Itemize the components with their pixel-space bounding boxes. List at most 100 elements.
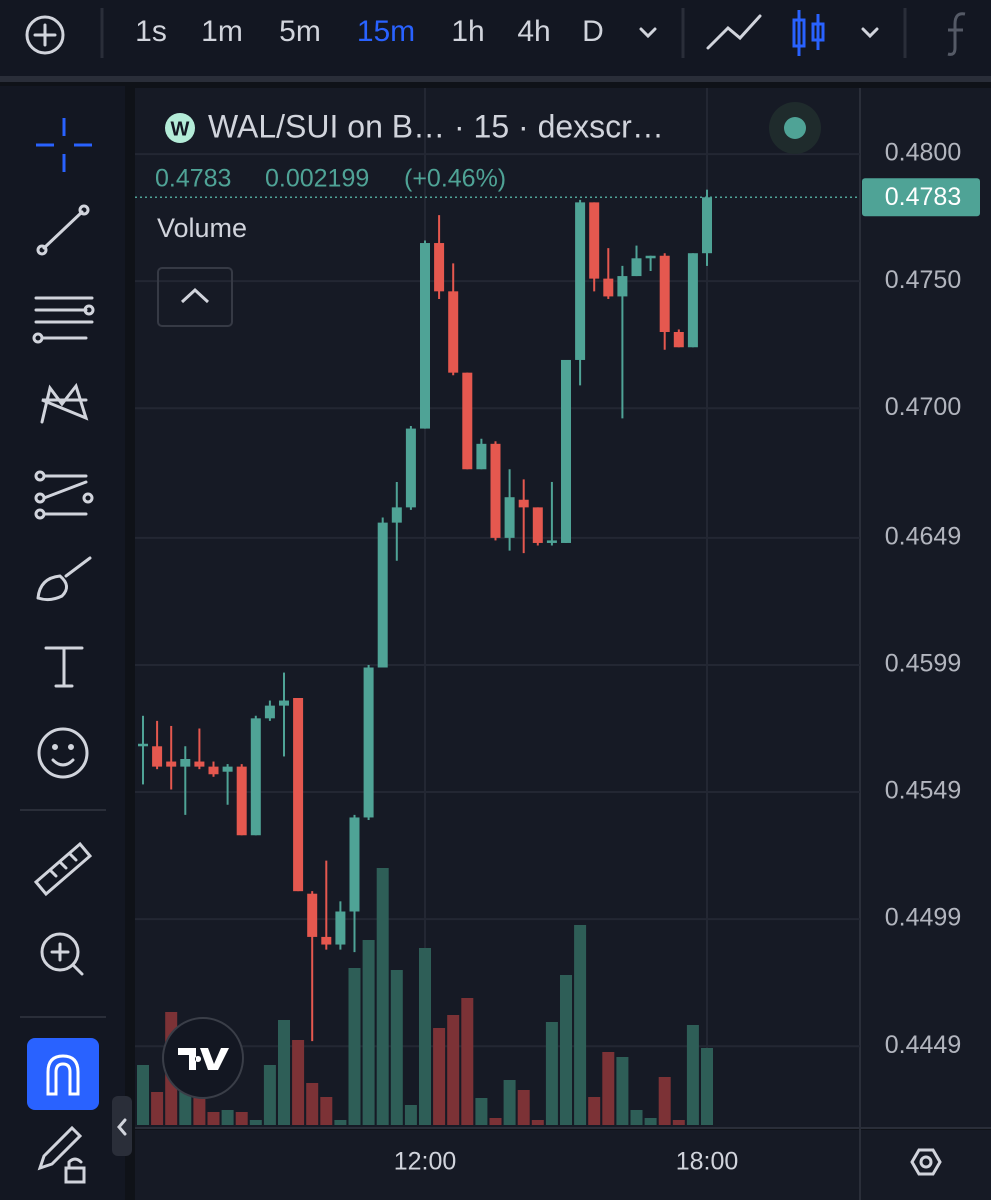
volume-bar: [419, 948, 431, 1125]
volume-bar: [320, 1097, 333, 1125]
candle-chart-icon[interactable]: [792, 10, 825, 56]
volume-bar: [545, 1022, 558, 1125]
last-price-tag-label: 0.4783: [885, 183, 961, 211]
line-chart-icon[interactable]: [706, 14, 762, 50]
candle-body: [208, 766, 219, 775]
volume-bar: [235, 1112, 248, 1125]
chart-pane: [135, 88, 860, 1128]
emoji-icon[interactable]: [37, 727, 89, 779]
price-axis: [860, 88, 991, 1128]
candle-body: [603, 278, 614, 297]
volume-bar: [348, 968, 361, 1125]
y-tick-label: 0.4800: [885, 139, 961, 167]
toolbar-divider: [0, 76, 991, 82]
candle-body: [448, 291, 459, 373]
candle-body: [166, 761, 177, 767]
candle-body: [138, 743, 148, 747]
tv-logo-mark: [178, 1048, 229, 1070]
collapse-arrow: [117, 1118, 127, 1136]
trend-line-icon[interactable]: [36, 204, 90, 256]
candle-body: [490, 443, 501, 538]
pattern-icon[interactable]: [40, 382, 89, 424]
y-tick-label: 0.4700: [885, 393, 961, 421]
volume-bar: [489, 1118, 502, 1125]
candle-body: [546, 540, 557, 543]
logo-letter: W: [171, 118, 190, 140]
last-price-tag: [862, 178, 980, 217]
volume-bar: [193, 1097, 206, 1125]
candle-body: [589, 202, 600, 279]
candle-body: [264, 705, 275, 719]
candle-body: [152, 746, 163, 767]
volume-bar: [263, 1065, 276, 1125]
plot: [135, 88, 860, 1125]
interval-button[interactable]: 5m: [279, 15, 321, 48]
y-tick-label: 0.4649: [885, 522, 961, 550]
x-tick-label: 12:00: [394, 1148, 457, 1176]
volume-bar: [447, 1015, 460, 1125]
crosshair-icon[interactable]: [36, 118, 92, 172]
volume-bar: [644, 1118, 657, 1125]
tv-logo[interactable]: [162, 1017, 244, 1099]
y-tick-label: 0.4750: [885, 266, 961, 294]
candle-body: [363, 667, 374, 818]
candle-body: [561, 359, 571, 543]
candle-body: [250, 718, 261, 836]
interval-group: 1s 1m 5m 15m 1h 4h D: [135, 15, 604, 48]
indicators-icon[interactable]: [947, 12, 966, 56]
volume-bar: [602, 1052, 615, 1125]
candle-body: [631, 258, 642, 277]
candle-body: [293, 698, 304, 892]
parallel-lines-icon[interactable]: [32, 296, 95, 344]
fib-icon[interactable]: [34, 470, 94, 520]
price-change: 0.002199: [265, 165, 369, 193]
candle-body: [391, 507, 402, 523]
volume-bar: [306, 1083, 319, 1125]
chart-title: WAL/SUI on B… · 15 · dexscr…: [208, 108, 664, 144]
brush-icon[interactable]: [36, 556, 92, 602]
logo: [165, 113, 195, 143]
candle-body: [180, 759, 191, 767]
candle-body: [659, 255, 670, 332]
interval-button[interactable]: 1s: [135, 15, 167, 48]
magnet-button[interactable]: [27, 1038, 99, 1110]
collapse-handle[interactable]: [112, 1096, 132, 1156]
candle-body: [532, 507, 543, 543]
volume-bar: [390, 970, 403, 1125]
volume-bar: [221, 1110, 234, 1125]
volume-bar: [376, 868, 389, 1125]
candle-body: [617, 276, 628, 297]
candle-body: [645, 255, 656, 259]
candle-body: [687, 253, 698, 348]
interval-menu[interactable]: [639, 27, 657, 39]
collapse-button[interactable]: [157, 267, 233, 327]
settings-icon[interactable]: [910, 1148, 942, 1176]
lock-drawings-icon[interactable]: [37, 1125, 86, 1184]
interval-button[interactable]: 15m: [357, 15, 415, 48]
magnet-icon: [46, 1054, 80, 1096]
volume-bar: [686, 1025, 699, 1125]
chart-type-menu[interactable]: [861, 27, 879, 39]
volume-bar: [630, 1110, 643, 1125]
y-tick-label: 0.4449: [885, 1031, 961, 1059]
candle-body: [575, 202, 586, 360]
interval-button[interactable]: D: [582, 15, 604, 48]
candle-body: [335, 911, 346, 945]
volume-bar: [616, 1057, 629, 1125]
candle-body: [405, 428, 416, 508]
zoom-icon[interactable]: [40, 932, 84, 976]
time-axis: [135, 1130, 991, 1200]
volume-bar: [475, 1098, 488, 1125]
candle-body: [377, 522, 388, 668]
volume-bar: [278, 1020, 290, 1125]
interval-button[interactable]: 1m: [201, 15, 243, 48]
volume-bar: [517, 1090, 530, 1125]
ruler-icon[interactable]: [33, 841, 93, 897]
text-icon[interactable]: [44, 646, 84, 688]
interval-button[interactable]: 1h: [451, 15, 484, 48]
add-icon[interactable]: [25, 15, 65, 55]
volume-bar: [207, 1112, 220, 1125]
interval-button[interactable]: 4h: [517, 15, 550, 48]
